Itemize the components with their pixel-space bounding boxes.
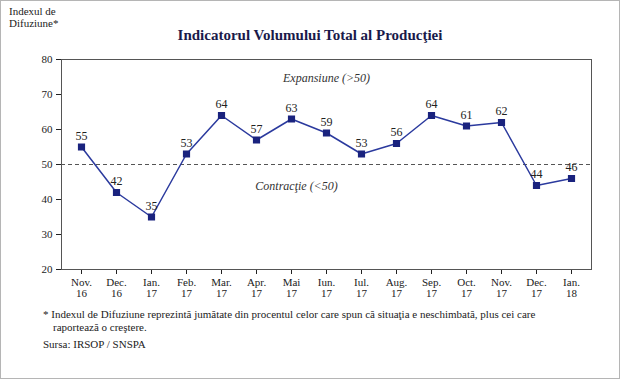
- svg-text:64: 64: [216, 97, 228, 111]
- svg-text:20: 20: [42, 263, 54, 275]
- svg-text:Dec.17: Dec.17: [526, 276, 547, 299]
- svg-text:62: 62: [496, 104, 508, 118]
- svg-text:70: 70: [42, 88, 54, 100]
- svg-text:59: 59: [321, 115, 333, 129]
- svg-text:Nov.16: Nov.16: [71, 276, 92, 299]
- svg-text:53: 53: [181, 136, 193, 150]
- svg-text:Feb.17: Feb.17: [177, 276, 197, 299]
- html-text:* Indexul de Difuziune reprezi: * Indexul de Difuziune reprezintă jumăta…: [43, 308, 536, 333]
- svg-text:30: 30: [42, 228, 54, 240]
- svg-text:56: 56: [391, 125, 403, 139]
- svg-text:Mai17: Mai17: [283, 276, 301, 299]
- svg-text:50: 50: [42, 158, 54, 170]
- svg-text:35: 35: [146, 199, 158, 213]
- svg-text:Ian.17: Ian.17: [143, 276, 160, 299]
- svg-text:Aug.17: Aug.17: [386, 276, 408, 299]
- svg-text:Sep.17: Sep.17: [422, 276, 442, 299]
- svg-text:Mar.17: Mar.17: [211, 276, 232, 299]
- svg-text:Expansiune (>50): Expansiune (>50): [282, 71, 370, 85]
- svg-text:Dec.16: Dec.16: [106, 276, 127, 299]
- svg-text:Iun.17: Iun.17: [318, 276, 336, 299]
- svg-text:40: 40: [42, 193, 54, 205]
- svg-text:46: 46: [566, 160, 578, 174]
- svg-text:64: 64: [426, 97, 438, 111]
- svg-text:Iul.17: Iul.17: [354, 276, 369, 299]
- svg-text:44: 44: [531, 167, 543, 181]
- svg-text:Nov.17: Nov.17: [491, 276, 512, 299]
- svg-text:60: 60: [42, 123, 54, 135]
- html-text:Indicatorul Volumului Total al: Indicatorul Volumului Total al Producţie…: [177, 27, 443, 43]
- svg-text:42: 42: [111, 174, 123, 188]
- svg-text:Contracţie (<50): Contracţie (<50): [255, 179, 337, 193]
- svg-text:Ian.18: Ian.18: [563, 276, 580, 299]
- svg-text:Apr.17: Apr.17: [247, 276, 267, 299]
- svg-text:53: 53: [356, 136, 368, 150]
- svg-text:80: 80: [42, 53, 54, 65]
- svg-text:61: 61: [461, 108, 473, 122]
- svg-text:55: 55: [76, 129, 88, 143]
- svg-text:Oct.17: Oct.17: [457, 276, 476, 299]
- svg-text:63: 63: [286, 101, 298, 115]
- html-text:Sursa: IRSOP / SNSPA: Sursa: IRSOP / SNSPA: [43, 338, 146, 350]
- svg-text:57: 57: [251, 122, 263, 136]
- html-text:Indexul de Difuziune*: Indexul de Difuziune*: [9, 5, 59, 29]
